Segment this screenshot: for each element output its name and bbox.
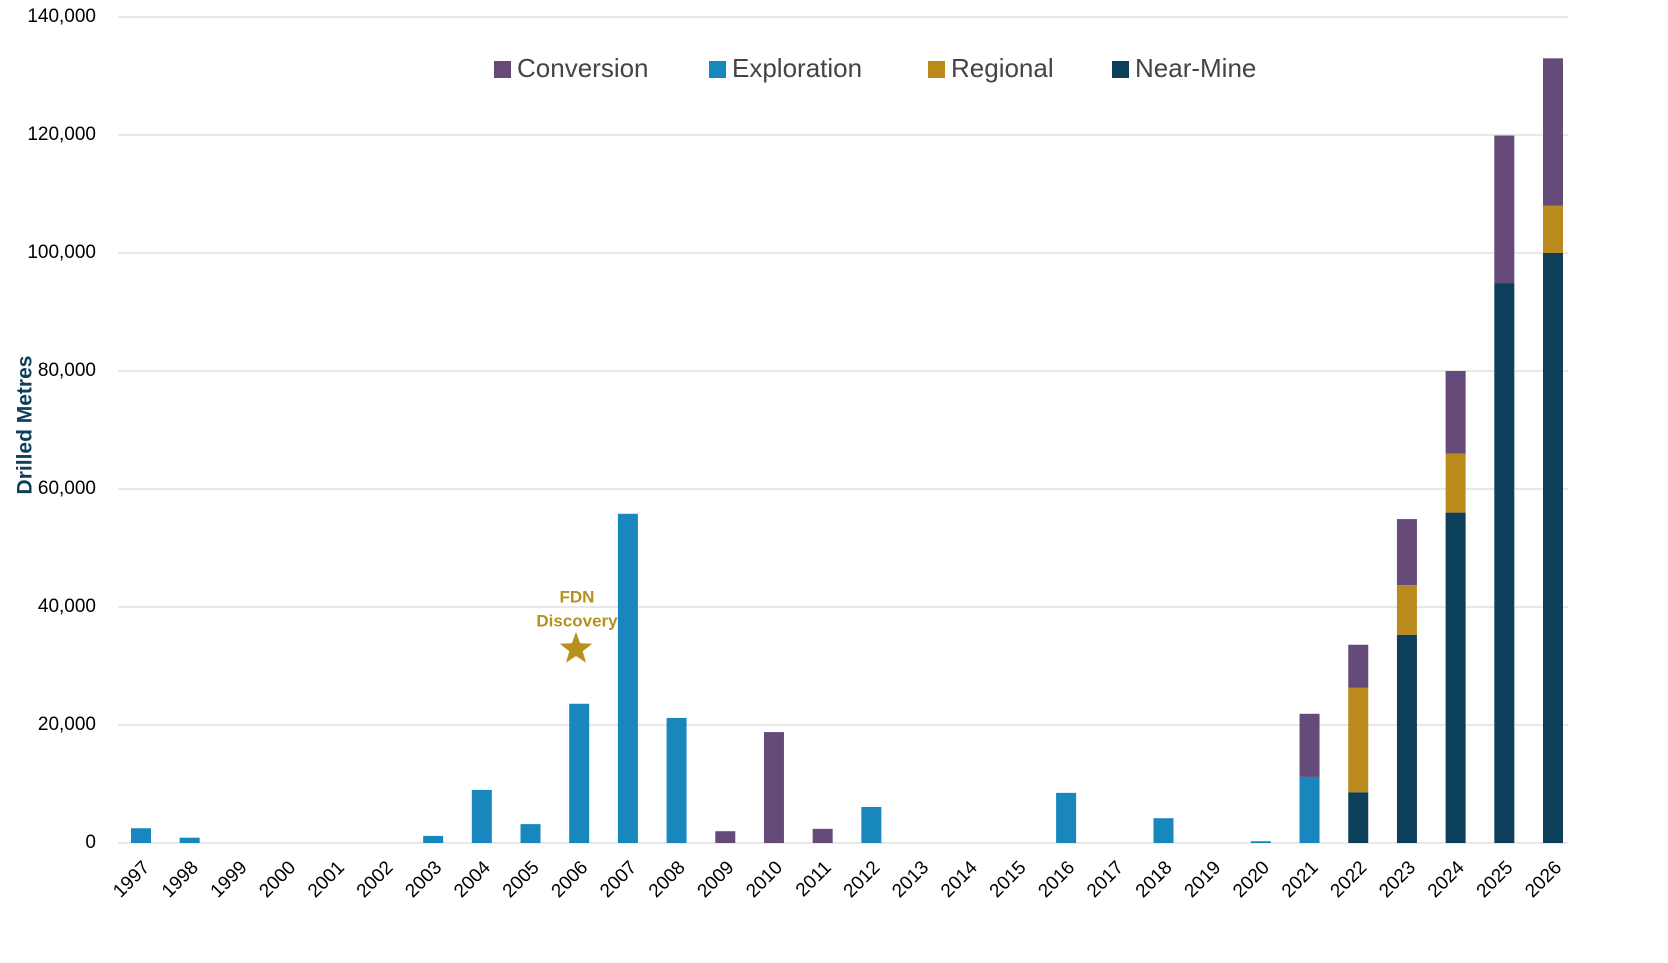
x-tick-label: 2017: [1083, 857, 1128, 902]
x-tick-label: 2015: [986, 857, 1031, 902]
y-axis-title: Drilled Metres: [14, 356, 37, 495]
x-tick-label: 2013: [888, 857, 933, 902]
x-tick-label: 2019: [1181, 857, 1226, 902]
x-tick-label: 2021: [1278, 857, 1323, 902]
bar-segment: [1396, 519, 1417, 586]
y-tick-label: 0: [85, 832, 96, 853]
y-tick-label: 80,000: [38, 360, 96, 381]
legend-label: Regional: [951, 53, 1054, 83]
x-tick-label: 2024: [1424, 857, 1469, 902]
x-tick-label: 2012: [840, 857, 885, 902]
x-tick-label: 2011: [792, 857, 836, 901]
bar-segment: [715, 831, 736, 843]
bar-segment: [861, 807, 882, 843]
y-tick-label: 140,000: [27, 6, 96, 27]
bar-segment: [1348, 644, 1369, 688]
bar-segment: [569, 703, 590, 843]
x-tick-label: 2000: [255, 857, 300, 902]
legend-swatch: [494, 61, 511, 78]
bar-segment: [1445, 453, 1466, 513]
x-tick-label: 2026: [1521, 857, 1566, 902]
legend-label: Exploration: [732, 53, 862, 83]
y-tick-label: 20,000: [38, 714, 96, 735]
legend-swatch: [1112, 61, 1129, 78]
bar-segment: [1299, 713, 1320, 777]
bar-segment: [131, 828, 151, 843]
x-tick-label: 2009: [694, 857, 739, 902]
bar-segment: [1396, 634, 1417, 843]
x-tick-label: 2001: [304, 857, 349, 902]
bar-segment: [471, 789, 492, 843]
bar-segment: [812, 828, 833, 843]
bar-segment: [1543, 253, 1563, 843]
x-tick-label: 2003: [401, 857, 446, 902]
bar-segment: [1445, 512, 1466, 843]
x-tick-label: 1998: [158, 857, 203, 902]
x-tick-label: 1997: [109, 857, 154, 902]
x-tick-label: 2022: [1327, 857, 1372, 902]
x-tick-label: 2023: [1375, 857, 1420, 902]
y-tick-label: 100,000: [27, 242, 96, 263]
bar-segment: [1494, 135, 1515, 284]
legend-label: Conversion: [517, 53, 649, 83]
bar-segment: [179, 837, 200, 843]
x-tick-label: 2007: [596, 857, 641, 902]
annotation-text: Discovery: [536, 611, 618, 630]
bar-segment: [666, 717, 687, 843]
x-tick-label: 2002: [353, 857, 398, 902]
legend-swatch: [709, 61, 726, 78]
y-tick-label: 60,000: [38, 478, 96, 499]
x-tick-label: 2004: [450, 857, 495, 902]
bar-segment: [1299, 776, 1320, 843]
bar-segment: [520, 824, 541, 843]
bar-segment: [1250, 841, 1271, 843]
x-tick-label: 2006: [548, 857, 593, 902]
bar-segment: [763, 732, 784, 843]
x-tick-label: 2025: [1473, 857, 1518, 902]
annotation-text: FDN: [560, 587, 595, 606]
legend-label: Near-Mine: [1135, 53, 1256, 83]
bar-segment: [1056, 792, 1077, 843]
bar-segment: [1396, 585, 1417, 635]
bar-segment: [1348, 792, 1369, 843]
bar-segment: [1494, 283, 1515, 844]
x-tick-label: 1999: [207, 857, 252, 902]
x-tick-label: 2016: [1034, 857, 1079, 902]
y-tick-label: 120,000: [27, 124, 96, 145]
legend-swatch: [928, 61, 945, 78]
bar-segment: [617, 513, 638, 843]
x-tick-label: 2020: [1229, 857, 1274, 902]
x-tick-label: 2018: [1132, 857, 1177, 902]
bar-segment: [1348, 687, 1369, 793]
x-tick-label: 2010: [742, 857, 787, 902]
annotation-star: [559, 632, 593, 663]
bar-segment: [423, 835, 444, 843]
bar-segment: [1543, 58, 1563, 206]
x-tick-label: 2008: [645, 857, 690, 902]
y-tick-label: 40,000: [38, 596, 96, 617]
x-tick-label: 2005: [499, 857, 544, 902]
x-tick-label: 2014: [937, 857, 982, 902]
bar-segment: [1543, 205, 1563, 253]
bar-segment: [1445, 371, 1466, 454]
bar-segment: [1153, 818, 1174, 843]
